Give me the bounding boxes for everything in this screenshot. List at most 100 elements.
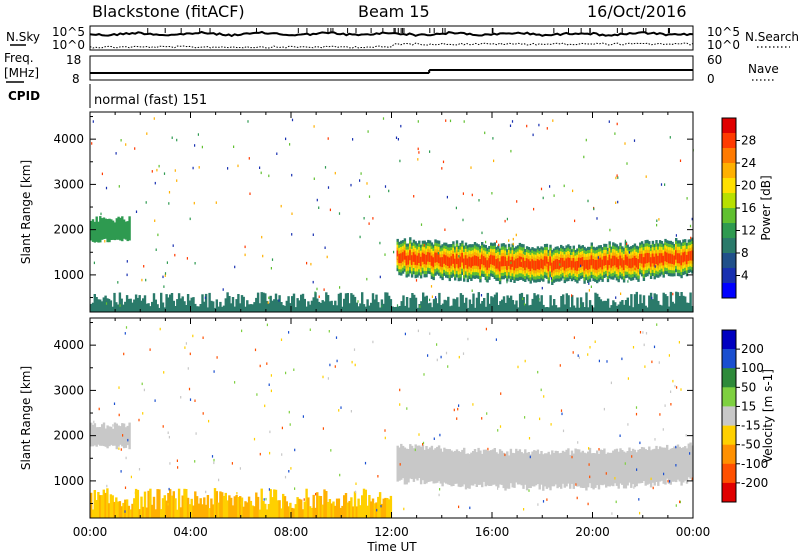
heat-cell (197, 503, 201, 518)
heat-speckle (608, 120, 610, 123)
heat-speckle (192, 334, 194, 338)
heat-cell (269, 295, 272, 312)
heat-speckle (364, 461, 367, 465)
heat-speckle (417, 158, 419, 161)
heat-speckle (669, 136, 671, 139)
heat-cell (653, 448, 656, 486)
heat-speckle (400, 124, 402, 128)
heat-cell (242, 506, 245, 518)
heat-cell (119, 426, 122, 445)
heat-cell (640, 447, 644, 483)
heat-cell (190, 297, 193, 312)
heat-speckle (189, 352, 191, 356)
heat-cell (371, 498, 375, 518)
heat-cell (540, 258, 543, 269)
heat-speckle (546, 127, 548, 130)
heat-cell (389, 495, 393, 518)
heat-speckle (446, 195, 448, 199)
heat-speckle (413, 195, 415, 198)
heat-speckle (204, 296, 206, 300)
heat-cell (90, 220, 93, 241)
heat-cell (378, 307, 382, 312)
heat-cell (276, 299, 279, 312)
heat-cell (364, 489, 367, 518)
heat-cell (423, 449, 426, 485)
heat-speckle (234, 265, 236, 269)
heat-cell (258, 303, 262, 312)
heat-cell (97, 492, 100, 518)
heat-speckle (418, 433, 420, 436)
heat-cell (624, 254, 628, 265)
heat-cell (181, 495, 184, 518)
heat-speckle (368, 222, 370, 225)
heat-cell (269, 489, 272, 518)
heat-cell (235, 299, 238, 312)
heat-cell (576, 261, 579, 271)
heat-speckle (679, 500, 681, 504)
heat-cell (576, 449, 579, 487)
heat-cell (253, 302, 256, 312)
heat-cell (204, 504, 208, 518)
heat-cell (305, 488, 308, 518)
heat-cell (515, 300, 518, 312)
heat-speckle (433, 437, 435, 440)
heat-cell (199, 304, 202, 312)
heat-speckle (561, 412, 563, 416)
heat-speckle (590, 285, 592, 288)
heat-cell (628, 447, 631, 483)
heat-cell (149, 488, 152, 518)
heat-cell (621, 300, 624, 312)
heat-cell (326, 502, 330, 518)
heat-speckle (415, 279, 418, 282)
heat-speckle (445, 351, 448, 355)
heat-speckle (312, 233, 314, 236)
heat-cell (534, 450, 538, 486)
heat-speckle (615, 296, 617, 299)
heat-cell (666, 444, 669, 479)
heat-speckle (580, 458, 582, 461)
heat-speckle (676, 386, 678, 389)
heat-speckle (455, 206, 457, 210)
heat-cell (597, 258, 601, 269)
heat-speckle (653, 345, 656, 349)
heat-cell (359, 303, 362, 312)
heat-cell (490, 296, 493, 312)
heat-cell (258, 509, 262, 518)
colorbar-tick-label: 100 (741, 361, 764, 375)
heat-cell (273, 489, 276, 518)
heat-speckle (663, 472, 665, 476)
heat-cell (617, 304, 620, 312)
heat-cell (177, 293, 181, 312)
heat-cell (334, 300, 337, 312)
heat-cell (450, 450, 453, 487)
heat-cell (500, 450, 504, 485)
x-tick-label: 08:00 (274, 525, 309, 539)
heat-speckle (233, 145, 235, 148)
heat-cell (147, 490, 150, 518)
heat-cell (359, 505, 362, 518)
heat-speckle (269, 451, 271, 455)
heat-cell (502, 256, 505, 267)
noise-bottom-tick-left: 10^0 (52, 38, 85, 52)
heat-cell (253, 506, 256, 518)
heat-cell (641, 303, 644, 312)
heat-cell (353, 296, 357, 312)
heat-cell (513, 453, 516, 488)
heat-speckle (537, 370, 539, 374)
heat-cell (274, 489, 278, 518)
heat-cell (188, 504, 192, 518)
heat-cell (138, 295, 141, 312)
heat-cell (398, 306, 402, 312)
heat-cell (475, 256, 478, 266)
heat-cell (239, 496, 242, 518)
heat-cell (296, 298, 299, 312)
heat-cell (615, 257, 619, 268)
noise-traces (89, 28, 694, 49)
heat-speckle (194, 399, 196, 402)
heat-speckle (352, 138, 354, 141)
heat-cell (117, 425, 120, 447)
heat-cell (675, 250, 678, 260)
heat-speckle (118, 447, 120, 450)
heat-speckle (500, 392, 502, 395)
heat-speckle (621, 357, 623, 361)
